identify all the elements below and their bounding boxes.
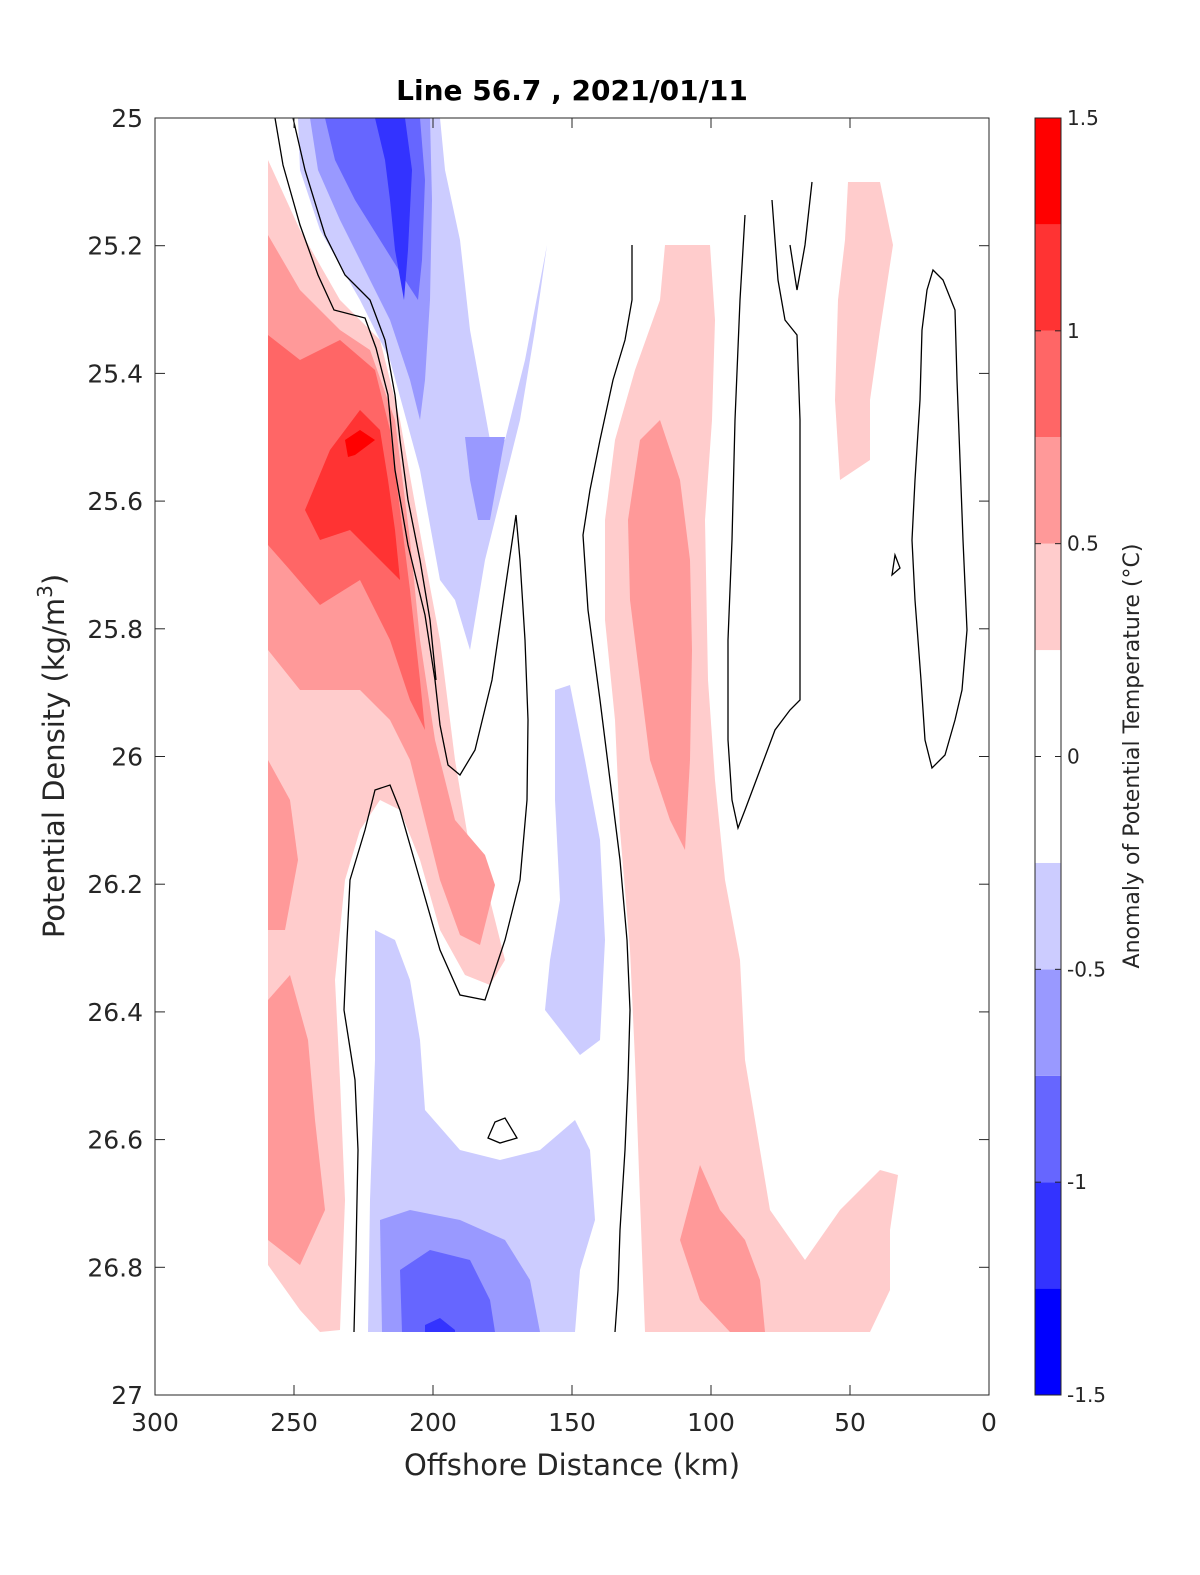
y-axis-label-close: ) <box>37 574 71 585</box>
x-tick-label: 250 <box>270 1408 318 1437</box>
warm-region-east-medium <box>628 420 692 850</box>
cold-region-lower-strong <box>400 1250 495 1332</box>
x-tick-label: 100 <box>687 1408 735 1437</box>
warm-region-west-bottom <box>268 975 325 1265</box>
x-tick-label: 0 <box>981 1408 997 1437</box>
zero-contour-loop <box>487 1117 518 1144</box>
zero-contour-east-a <box>727 199 801 831</box>
colorbar-swatch <box>1035 1288 1061 1395</box>
colorbar-label: Anomaly of Potential Temperature (°C) <box>1120 544 1145 969</box>
y-tick-label: 25.6 <box>87 487 143 516</box>
colorbar-swatch <box>1035 543 1061 651</box>
cold-region-upper-core <box>375 118 412 300</box>
colorbar-tick-label: 0.5 <box>1067 532 1099 556</box>
warm-region-west-strong <box>268 335 425 730</box>
y-tick-label: 26.6 <box>87 1126 143 1155</box>
colorbar-swatch <box>1035 118 1061 225</box>
colorbar-tick-label: -1.5 <box>1067 1383 1106 1407</box>
x-axis-tick-labels: 300 250 200 150 100 50 0 <box>131 1408 997 1437</box>
y-axis-label-main: Potential Density (kg/m <box>37 598 71 938</box>
cold-region-upper-pocket <box>465 437 505 520</box>
warm-region-west-core <box>305 410 400 580</box>
colorbar-ticks <box>1035 117 1061 1396</box>
y-tick-label: 26.2 <box>87 870 143 899</box>
colorbar-tick-labels: 1.5 1 0.5 0 -0.5 -1 -1.5 <box>1067 106 1106 1407</box>
colorbar-swatch <box>1035 437 1061 544</box>
colorbar-swatch <box>1035 969 1061 1076</box>
axis-ticks <box>154 117 990 1396</box>
colorbar-tick-label: 0 <box>1067 745 1080 769</box>
y-axis-label-superscript: 3 <box>33 585 57 598</box>
colorbar-tick-label: 1.5 <box>1067 106 1099 130</box>
zero-contour-east-c <box>911 268 968 770</box>
y-tick-label: 25.4 <box>87 359 143 388</box>
y-axis-label: Potential Density (kg/m3) <box>33 574 71 938</box>
warm-region-west-peak <box>345 430 375 457</box>
chart-title: Line 56.7 , 2021/01/11 <box>396 74 748 107</box>
warm-region-far-east <box>835 182 893 480</box>
y-tick-label: 25.8 <box>87 615 143 644</box>
colorbar: 1.5 1 0.5 0 -0.5 -1 -1.5 Anomaly of Potential … <box>1034 106 1145 1407</box>
warm-region-east-bottom <box>680 1165 765 1332</box>
anomaly-filled-contours <box>268 118 898 1332</box>
y-tick-label: 25.2 <box>87 232 143 261</box>
x-tick-label: 50 <box>834 1408 866 1437</box>
zero-contour-east-small <box>891 552 901 577</box>
colorbar-tick-label: -1 <box>1067 1170 1087 1194</box>
colorbar-tick-label: -0.5 <box>1067 957 1106 981</box>
x-tick-label: 300 <box>131 1408 179 1437</box>
x-axis-label: Offshore Distance (km) <box>404 1448 740 1482</box>
y-tick-label: 26.4 <box>87 998 143 1027</box>
cold-region-lower-core <box>425 1318 455 1332</box>
y-tick-label: 26 <box>111 743 143 772</box>
colorbar-swatch <box>1035 330 1061 438</box>
colorbar-swatch <box>1035 1075 1061 1183</box>
zero-contour-east-b <box>789 181 813 291</box>
zero-contour-central <box>582 245 633 1333</box>
warm-region-west-deep <box>268 760 298 930</box>
colorbar-swatch <box>1035 862 1061 970</box>
colorbar-swatch <box>1035 224 1061 331</box>
colorbar-swatches <box>1035 118 1061 1395</box>
colorbar-swatch <box>1035 1182 1061 1289</box>
cold-region-mid-weak <box>545 685 605 1055</box>
plot-area <box>154 117 990 1396</box>
x-tick-label: 150 <box>548 1408 596 1437</box>
colorbar-tick-label: 1 <box>1067 319 1080 343</box>
zero-anomaly-contours <box>274 117 968 1333</box>
y-tick-label: 27 <box>111 1381 143 1410</box>
y-axis-tick-labels: 25 25.2 25.4 25.6 25.8 26 26.2 26.4 26.6 26.8 27 <box>87 104 143 1410</box>
zero-contour-west <box>274 117 529 1333</box>
y-tick-label: 26.8 <box>87 1253 143 1282</box>
x-tick-label: 200 <box>409 1408 457 1437</box>
zero-contour-west-inner <box>292 117 437 681</box>
y-tick-label: 25 <box>111 104 143 133</box>
